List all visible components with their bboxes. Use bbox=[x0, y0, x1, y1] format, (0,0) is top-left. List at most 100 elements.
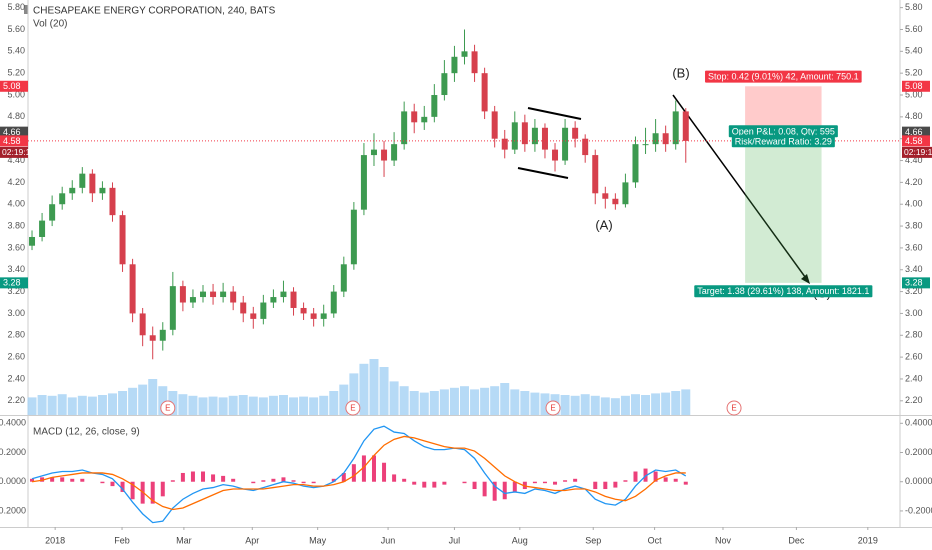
macd-histogram-bar bbox=[30, 478, 35, 482]
volume-bar bbox=[87, 396, 97, 415]
y-tick-label: 5.40 bbox=[905, 46, 923, 56]
candle-body bbox=[210, 291, 217, 298]
macd-histogram-bar bbox=[130, 481, 135, 500]
macd-histogram-bar bbox=[100, 481, 105, 484]
volume-bar bbox=[97, 395, 107, 415]
volume-bar bbox=[570, 395, 580, 415]
macd-histogram-bar bbox=[603, 481, 608, 490]
candle-body bbox=[391, 144, 398, 161]
candle-body bbox=[682, 111, 689, 141]
volume-bar bbox=[339, 384, 349, 415]
y-tick-label: 5.60 bbox=[905, 24, 923, 34]
macd-histogram-bar bbox=[382, 462, 387, 482]
macd-histogram-bar bbox=[683, 481, 688, 485]
stop-label-box bbox=[705, 70, 862, 83]
y-tick-label-left: 4.80 bbox=[7, 111, 25, 121]
pnl-label: Open P&L: 0.08, Qty: 595 bbox=[732, 126, 835, 136]
candle-body bbox=[149, 335, 156, 341]
macd-histogram-bar bbox=[522, 481, 527, 490]
y-tick-label: 5.00 bbox=[905, 89, 923, 99]
volume-bar bbox=[47, 395, 57, 415]
y-tick-label-left: 4.40 bbox=[7, 155, 25, 165]
y-tick-label: 4.00 bbox=[905, 199, 923, 209]
macd-histogram-bar bbox=[70, 478, 75, 482]
rr-label: Risk/Reward Ratio: 3.29 bbox=[735, 136, 832, 146]
price-tag bbox=[902, 80, 930, 92]
macd-histogram-bar bbox=[311, 481, 316, 484]
y-tick-label-left: 5.20 bbox=[7, 68, 25, 78]
volume-bar bbox=[258, 397, 268, 415]
y-tick-label: 4.20 bbox=[905, 177, 923, 187]
candle-body bbox=[381, 149, 388, 161]
volume-bar bbox=[278, 395, 288, 415]
macd-histogram-bar bbox=[180, 472, 185, 482]
volume-bar bbox=[470, 389, 480, 415]
macd-histogram-bar bbox=[573, 478, 578, 482]
y-tick-label-left: 4.20 bbox=[7, 177, 25, 187]
macd-histogram-bar bbox=[412, 481, 417, 485]
target-zone bbox=[745, 140, 822, 283]
volume-bar bbox=[77, 395, 87, 415]
macd-histogram-bar bbox=[341, 472, 346, 482]
volume-bar bbox=[500, 383, 510, 415]
price-tag-label: 4.66 bbox=[3, 127, 21, 137]
wave-label: (A) bbox=[595, 217, 612, 232]
macd-histogram-bar bbox=[281, 477, 286, 482]
candle-body bbox=[511, 122, 518, 150]
volume-bar bbox=[299, 396, 309, 415]
wave-label: (B) bbox=[672, 65, 689, 80]
candle-body bbox=[531, 127, 538, 145]
volume-bar bbox=[671, 391, 681, 415]
earnings-marker bbox=[160, 400, 176, 416]
candle-body bbox=[310, 313, 317, 319]
x-tick-label: 2018 bbox=[45, 535, 65, 545]
y-tick-label-left: 2.60 bbox=[7, 351, 25, 361]
volume-bar bbox=[449, 387, 459, 415]
macd-histogram-bar bbox=[492, 481, 497, 501]
y-tick-label: 2.20 bbox=[905, 395, 923, 405]
candle-body bbox=[481, 73, 488, 112]
volume-bar bbox=[661, 392, 671, 415]
macd-histogram-bar bbox=[201, 471, 206, 482]
macd-histogram-bar bbox=[432, 481, 437, 488]
volume-bar bbox=[540, 393, 550, 415]
arrow-head bbox=[801, 274, 810, 284]
y-tick-label: 2.40 bbox=[905, 373, 923, 383]
chart-title: CHESAPEAKE ENERGY CORPORATION, 240, BATS bbox=[33, 6, 276, 17]
volume-label: Vol (20) bbox=[33, 19, 67, 30]
macd-histogram-bar bbox=[542, 481, 547, 484]
macd-histogram-bar bbox=[170, 480, 175, 482]
macd-histogram-bar bbox=[110, 481, 115, 487]
candle-body bbox=[632, 144, 639, 183]
volume-bar bbox=[460, 386, 470, 415]
channel-top bbox=[527, 107, 582, 120]
candle-body bbox=[491, 111, 498, 139]
macd-histogram-bar bbox=[361, 455, 366, 482]
x-tick-label: Nov bbox=[715, 535, 732, 545]
y-tick-label-left: 5.60 bbox=[7, 24, 25, 34]
candle-body bbox=[541, 127, 548, 150]
candle-body bbox=[411, 111, 418, 123]
macd-tick-label: 0.4000 bbox=[905, 418, 932, 428]
macd-histogram-bar bbox=[553, 481, 558, 485]
candle-body bbox=[119, 215, 126, 265]
time-tag bbox=[0, 146, 28, 158]
candle-body bbox=[672, 111, 679, 145]
candle-body bbox=[189, 297, 196, 303]
macd-histogram-bar bbox=[593, 481, 598, 490]
volume-bar bbox=[681, 389, 691, 415]
macd-tick-label: 0.0000 bbox=[905, 476, 932, 486]
macd-histogram-bar bbox=[150, 481, 155, 504]
volume-bar bbox=[319, 395, 329, 415]
candle-body bbox=[401, 111, 408, 145]
macd-histogram-bar bbox=[291, 480, 296, 482]
volume-bar bbox=[359, 363, 369, 415]
volume-bar bbox=[389, 381, 399, 415]
candle-body bbox=[350, 209, 357, 265]
macd-tick-label: 0.2000 bbox=[905, 447, 932, 457]
volume-bar bbox=[510, 389, 520, 415]
macd-histogram-bar bbox=[160, 481, 165, 497]
candle-body bbox=[230, 291, 237, 303]
x-tick-label: Mar bbox=[176, 535, 192, 545]
candle-body bbox=[320, 313, 327, 319]
